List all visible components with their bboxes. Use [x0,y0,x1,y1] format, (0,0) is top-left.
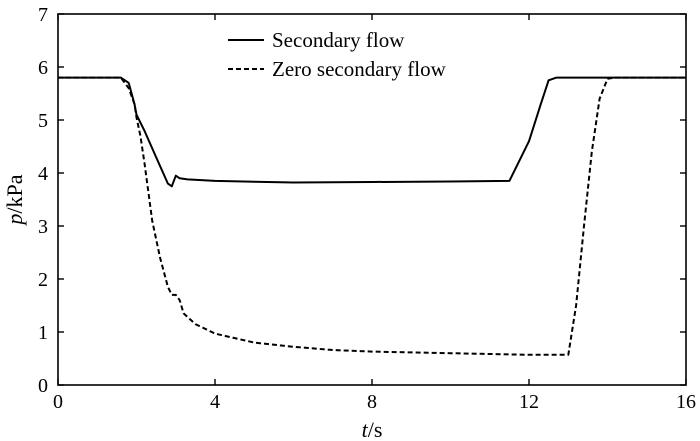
series-layer [58,76,686,356]
x-axis-title: t/s [362,417,383,441]
x-axis-unit: /s [368,417,383,441]
series-line-1 [58,76,686,356]
y-tick-label: 2 [38,269,48,291]
x-tick-label: 4 [210,391,220,413]
x-tick-label: 8 [367,391,377,413]
legend-label-0: Secondary flow [272,28,405,52]
x-tick-label: 0 [53,391,63,413]
y-axis-unit: /kPa [2,174,27,213]
x-tick-label: 12 [519,391,539,413]
legend: Secondary flow Zero secondary flow [228,28,447,81]
y-axis-title: p/kPa [2,174,27,226]
series-line-0 [58,76,686,188]
legend-label-1: Zero secondary flow [272,57,447,81]
y-tick-label: 5 [38,110,48,132]
y-tick-label: 3 [38,216,48,238]
y-tick-label: 6 [38,57,48,79]
x-tick-label: 16 [676,391,696,413]
y-tick-label: 0 [38,375,48,397]
x-axis-variable: t [362,417,369,441]
y-tick-label: 4 [38,163,48,185]
y-tick-label: 1 [38,322,48,344]
y-axis-variable: p [2,214,27,227]
y-tick-label: 7 [38,4,48,26]
